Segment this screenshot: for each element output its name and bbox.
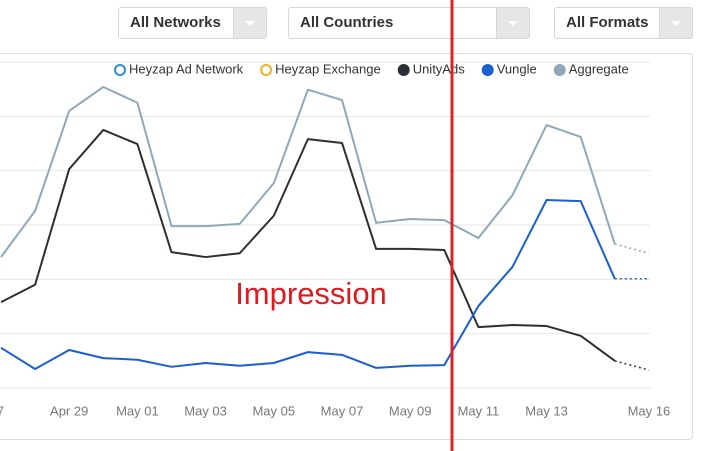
legend-label: Aggregate	[569, 61, 629, 76]
annotation: Impression	[235, 276, 387, 311]
dropdown-label: All Formats	[566, 14, 649, 31]
x-tick-label: May 16	[628, 403, 671, 418]
series-line	[0, 85, 616, 258]
x-tick-label: May 01	[116, 403, 159, 418]
x-tick-label: Apr 29	[50, 403, 88, 418]
legend-label: Heyzap Ad Network	[129, 61, 244, 76]
country-dropdown[interactable]: All Countries	[288, 7, 530, 39]
dropdown-arrow	[659, 8, 692, 38]
legend-marker	[481, 64, 494, 76]
series-line	[0, 199, 616, 370]
x-tick-label: May 07	[321, 403, 364, 418]
x-tick-label: Apr 27	[0, 403, 4, 418]
x-tick-label: May 05	[252, 403, 295, 418]
network-dropdown[interactable]: All Networks	[118, 7, 267, 39]
x-tick-label: May 13	[525, 403, 568, 418]
dropdown-label: All Networks	[130, 14, 221, 31]
chart-panel	[0, 53, 693, 440]
dropdown-label: All Countries	[300, 14, 394, 31]
series-line	[614, 360, 650, 371]
dropdown-arrow	[496, 8, 529, 38]
x-tick-label: May 03	[184, 403, 227, 418]
legend-label: UnityAds	[413, 61, 466, 76]
x-tick-label: May 11	[458, 403, 500, 418]
legend-label: Heyzap Exchange	[275, 61, 381, 76]
legend-marker	[553, 64, 566, 76]
series-line	[0, 128, 616, 362]
legend-marker	[114, 64, 126, 76]
legend-marker	[397, 64, 410, 76]
format-dropdown[interactable]: All Formats	[554, 7, 693, 39]
x-tick-label: May 09	[389, 403, 432, 418]
dropdown-arrow	[233, 8, 266, 38]
legend-marker	[260, 64, 273, 76]
series-line	[614, 243, 650, 254]
legend-label: Vungle	[497, 61, 537, 76]
